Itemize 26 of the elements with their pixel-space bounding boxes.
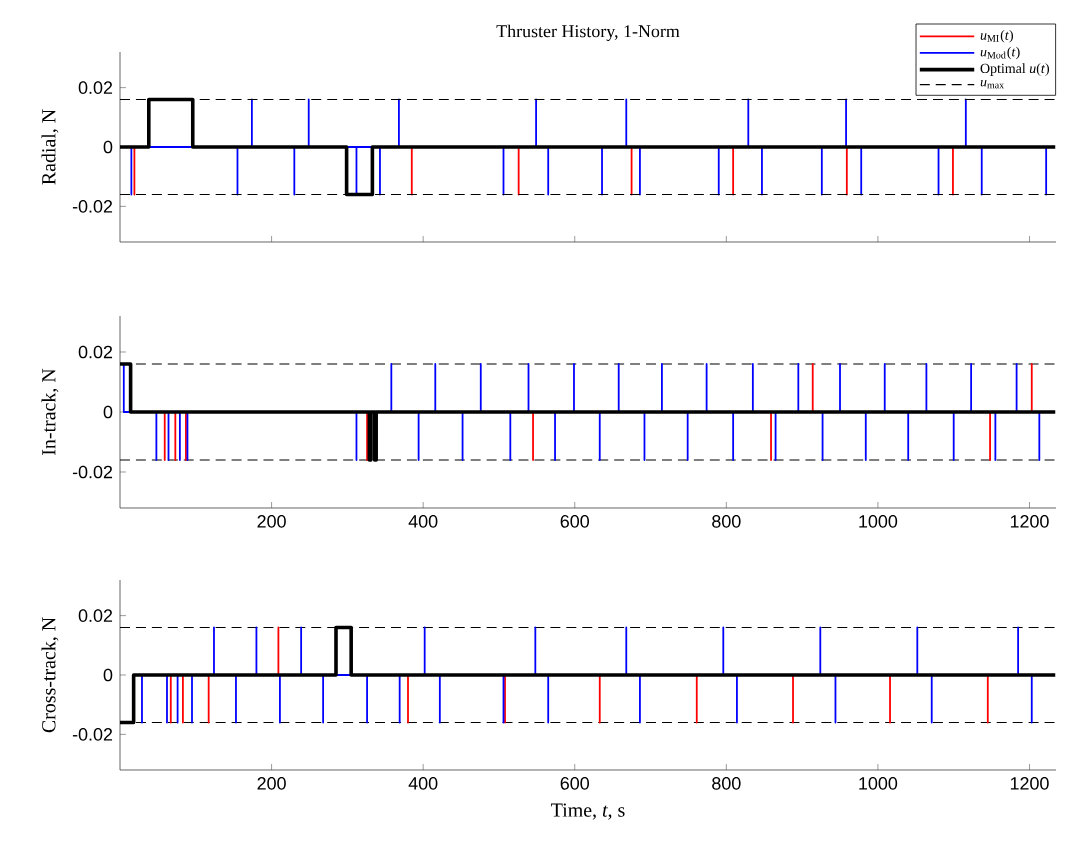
y-tick-label: -0.02 bbox=[72, 200, 113, 213]
y-tick-label: 0 bbox=[103, 668, 113, 682]
x-tick-label: 600 bbox=[560, 777, 589, 790]
y-axis-title: In-track, N bbox=[41, 368, 59, 455]
x-tick-label: 400 bbox=[408, 515, 438, 528]
y-axis-title: Radial, N bbox=[41, 109, 59, 185]
y-tick-label: -0.02 bbox=[72, 465, 113, 479]
x-tick-label: 200 bbox=[257, 515, 286, 528]
y-tick-label: 0.02 bbox=[78, 609, 113, 622]
x-tick-label: 800 bbox=[712, 515, 741, 528]
x-tick-label: 200 bbox=[257, 777, 286, 790]
x-tick-label: 1200 bbox=[1010, 515, 1049, 528]
y-tick-label: 0 bbox=[103, 140, 113, 154]
x-tick-label: 1200 bbox=[1010, 777, 1049, 790]
x-tick-label: 600 bbox=[560, 515, 589, 528]
x-tick-label: 800 bbox=[712, 777, 741, 790]
y-tick-label: 0.02 bbox=[78, 345, 113, 359]
x-axis-title: Time, t, s bbox=[551, 803, 625, 820]
y-tick-label: 0.02 bbox=[78, 81, 113, 94]
x-tick-label: 400 bbox=[408, 777, 438, 790]
y-axis-title: Cross-track, N bbox=[41, 617, 59, 733]
x-tick-label: 1000 bbox=[859, 777, 898, 790]
chart-title: Thruster History, 1-Norm bbox=[496, 24, 680, 41]
y-tick-label: -0.02 bbox=[72, 728, 113, 741]
y-tick-label: 0 bbox=[103, 405, 113, 419]
x-tick-label: 1000 bbox=[859, 515, 898, 528]
